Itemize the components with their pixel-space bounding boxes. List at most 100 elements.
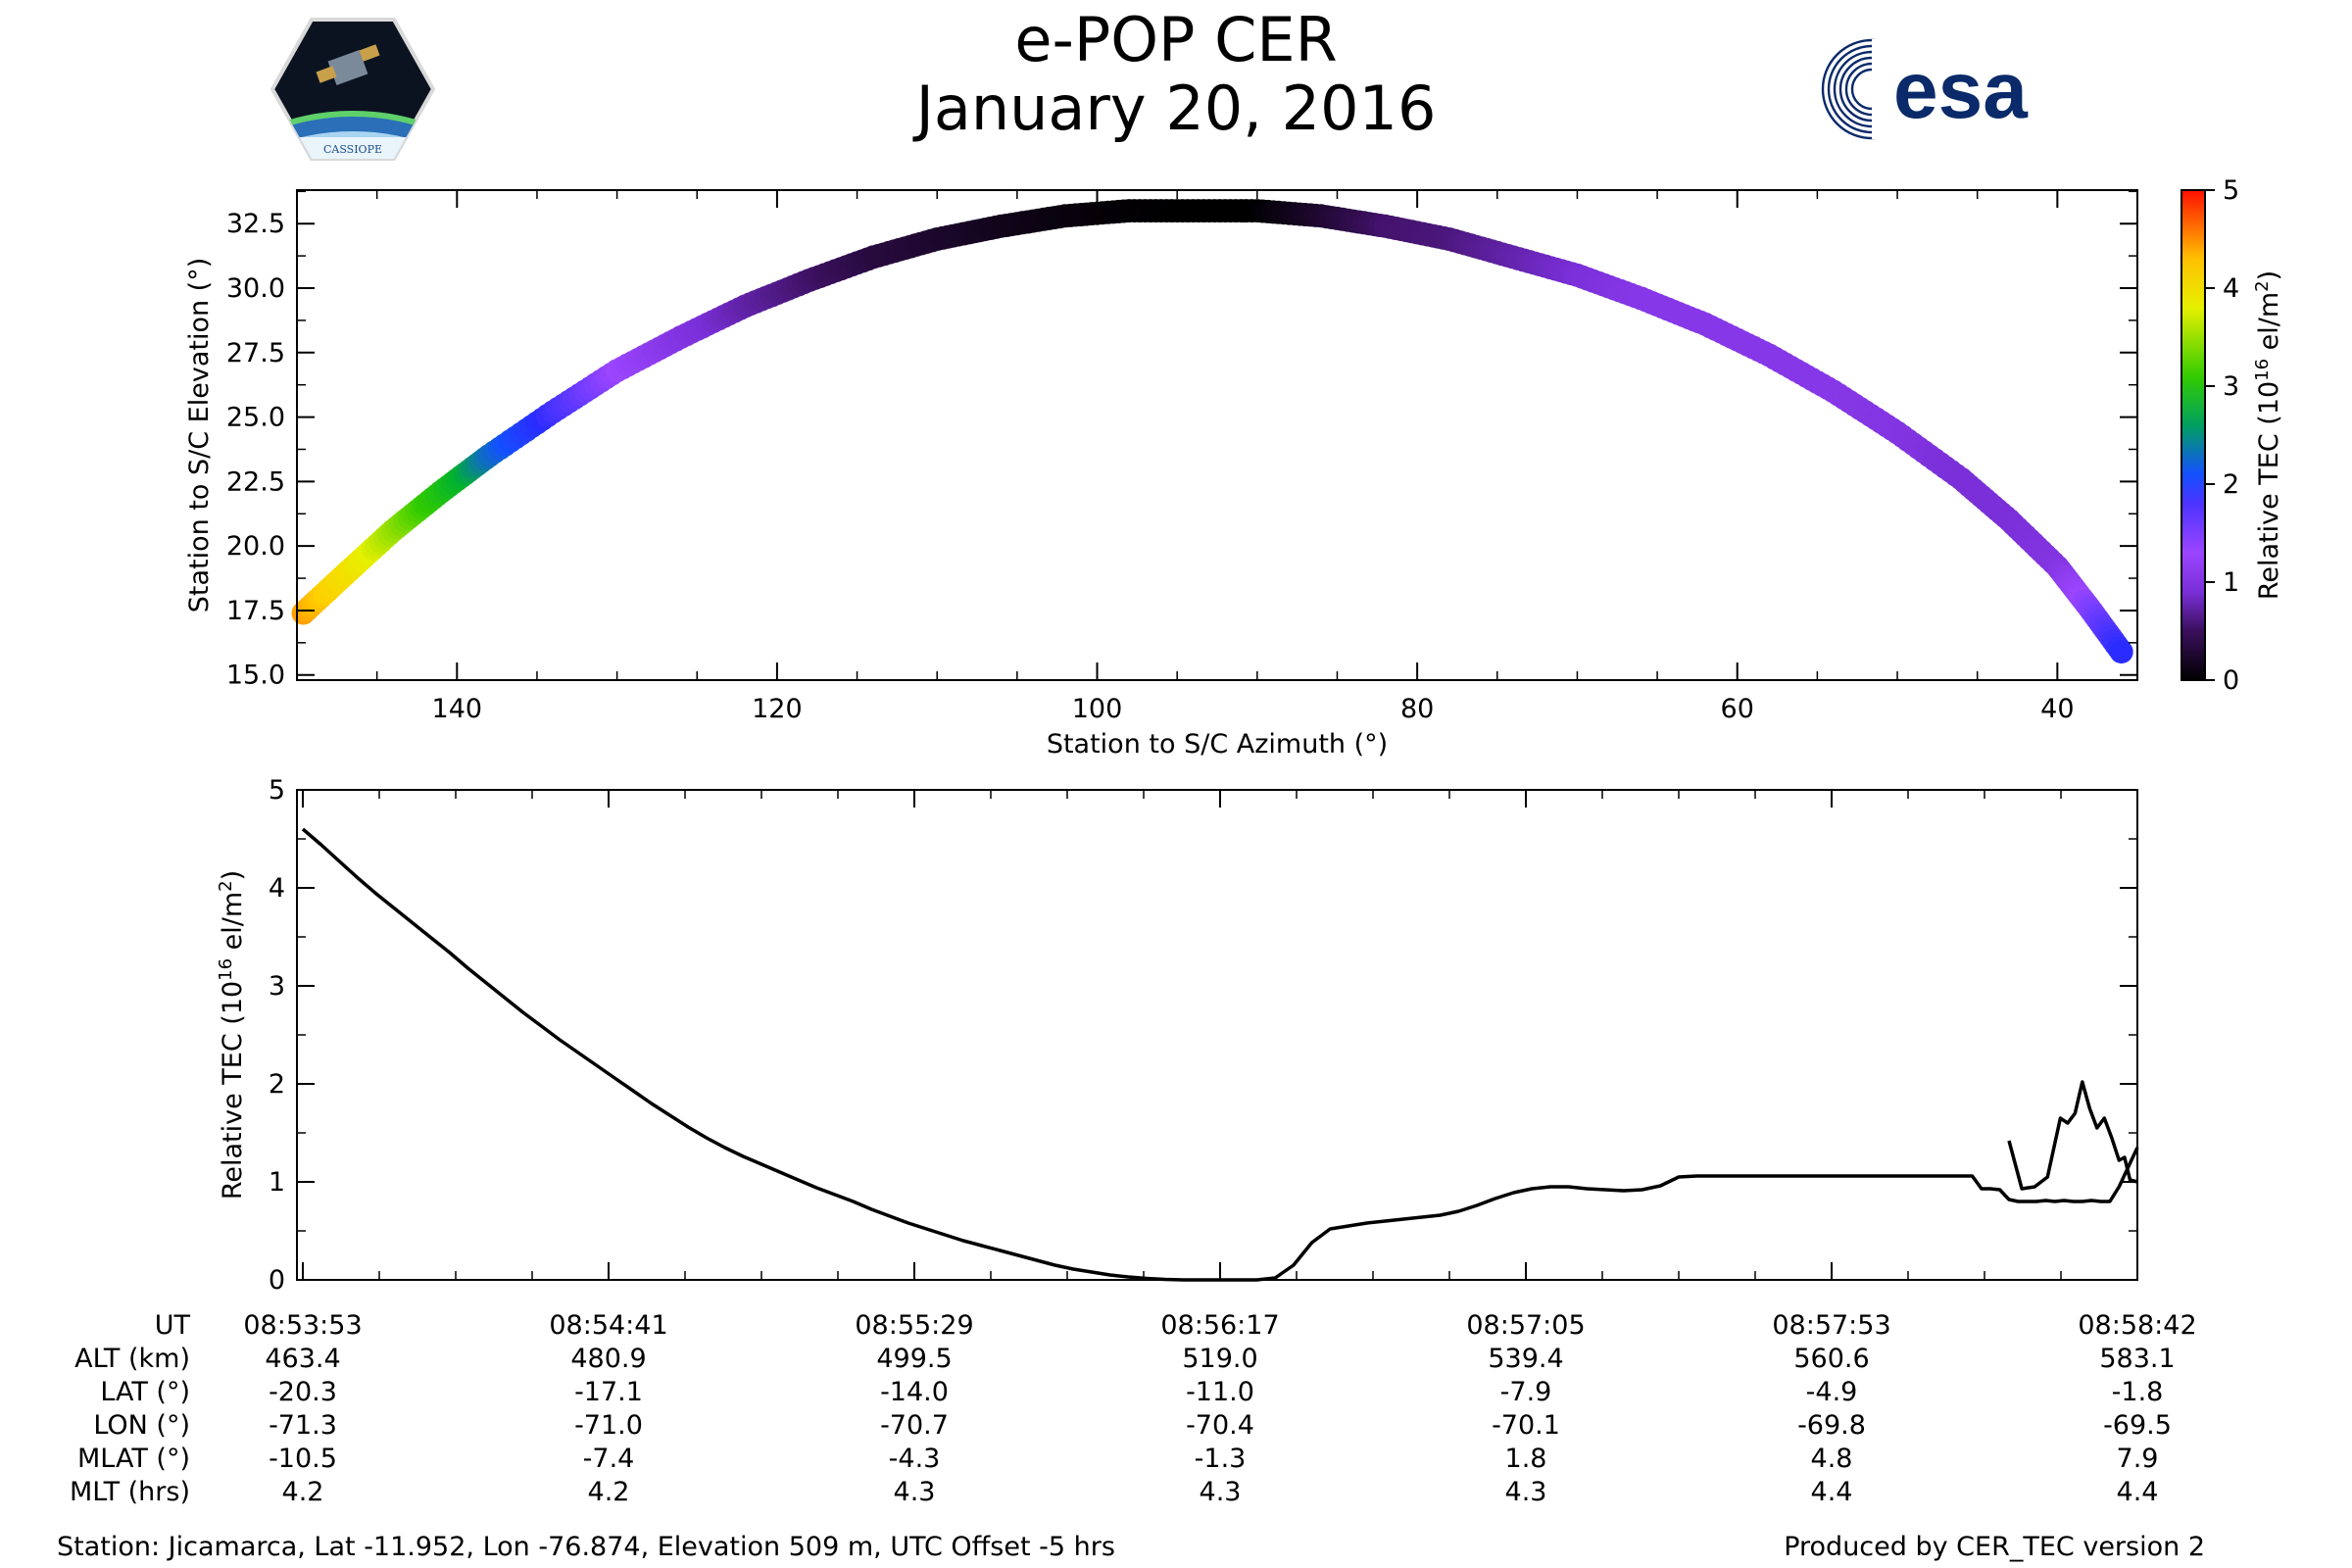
table-cell: -69.8: [1797, 1410, 1866, 1441]
table-row-label: ALT (km): [74, 1344, 190, 1374]
colorbar-tick-label: 4: [2223, 273, 2239, 304]
figure-date: January 20, 2016: [915, 73, 1437, 144]
table-cell: -1.8: [2111, 1377, 2164, 1407]
table-cell: -70.7: [880, 1410, 949, 1441]
esa-logo-text: esa: [1893, 46, 2029, 135]
ut-time-label: 08:56:17: [1160, 1310, 1280, 1341]
ut-time-label: 08:57:53: [1772, 1310, 1891, 1341]
table-cell: 4.3: [893, 1477, 936, 1507]
y-tick-label: 27.5: [226, 338, 285, 368]
tec-y-label-sup: 16: [216, 958, 236, 981]
y-axis-label: Station to S/C Elevation (°): [184, 258, 215, 613]
table-cell: -71.0: [574, 1410, 643, 1441]
ut-time-label: 08:58:42: [2078, 1310, 2197, 1341]
esa-logo: esa: [1821, 38, 2029, 140]
ut-time-label: 08:54:41: [549, 1310, 668, 1341]
tec-y-label-sup: 2: [216, 880, 236, 891]
tec-line: [301, 827, 2139, 1282]
table-cell: 480.9: [570, 1344, 647, 1374]
tec-y-tick-label: 4: [269, 873, 285, 904]
table-cell: -70.1: [1492, 1410, 1560, 1441]
x-tick-label: 40: [2040, 694, 2074, 724]
tec-y-tick-label: 0: [269, 1265, 285, 1296]
table-cell: -17.1: [574, 1377, 643, 1407]
y-tick-label: 17.5: [226, 596, 285, 626]
y-tick-label: 22.5: [226, 466, 285, 497]
tec-line-tail: [2007, 1080, 2138, 1191]
x-tick-label: 100: [1072, 694, 1123, 724]
colorbar-tick-label: 3: [2223, 371, 2239, 402]
table-row-label: MLAT (°): [77, 1444, 190, 1474]
ut-time-label: 08:55:29: [855, 1310, 974, 1341]
table-cell: 4.2: [587, 1477, 630, 1507]
table-cell: -71.3: [269, 1410, 337, 1441]
table-cell: -69.5: [2103, 1410, 2172, 1441]
table-cell: 4.2: [281, 1477, 324, 1507]
y-tick-label: 15.0: [226, 661, 285, 691]
table-cell: -1.3: [1194, 1444, 1247, 1474]
table-cell: 4.3: [1199, 1477, 1242, 1507]
table-cell: 7.9: [2116, 1444, 2159, 1474]
tec-y-label-part: ): [218, 870, 248, 881]
colorbar-label-part: ): [2254, 270, 2284, 281]
y-tick-label: 25.0: [226, 403, 285, 433]
table-row-label: LON (°): [93, 1410, 190, 1441]
tec-y-label-part: el/m: [218, 892, 248, 958]
top-plot-frame: [296, 189, 2138, 681]
colorbar-tick-label: 5: [2223, 175, 2239, 206]
table-cell: 560.6: [1793, 1344, 1870, 1374]
table-cell: 519.0: [1182, 1344, 1258, 1374]
tec-y-tick-label: 1: [269, 1167, 285, 1198]
tec-y-tick-label: 3: [269, 971, 285, 1002]
orbit-info-table: UT ALT (km) LAT (°) LON (°) MLAT (°) MLT (hrs…: [0, 1309, 2352, 1525]
table-row-label: UT: [154, 1310, 190, 1341]
colorbar-tick-label: 0: [2223, 665, 2239, 696]
y-tick-label: 30.0: [226, 273, 285, 304]
cassiope-logo-text: CASSIOPE: [323, 143, 382, 156]
colorbar-label-part: el/m: [2254, 292, 2284, 359]
table-cell: 463.4: [265, 1344, 341, 1374]
table-row-label: MLT (hrs): [69, 1477, 190, 1507]
table-cell: 1.8: [1504, 1444, 1547, 1474]
x-tick-label: 140: [432, 694, 483, 724]
x-tick-label: 120: [752, 694, 803, 724]
x-tick-label: 80: [1400, 694, 1434, 724]
table-cell: -4.3: [888, 1444, 941, 1474]
colorbar-label-sup: 2: [2252, 280, 2273, 291]
tec-y-tick-label: 5: [269, 775, 285, 806]
x-axis-label: Station to S/C Azimuth (°): [1047, 729, 1388, 760]
colorbar-label-part: Relative TEC (10: [2254, 381, 2284, 600]
table-cell: -7.9: [1499, 1377, 1552, 1407]
y-tick-label: 32.5: [226, 209, 285, 239]
table-cell: -7.4: [582, 1444, 635, 1474]
tec-y-label-part: Relative TEC (10: [218, 981, 248, 1200]
trajectory-point: [2109, 640, 2133, 664]
y-tick-label: 20.0: [226, 531, 285, 562]
table-cell: -4.9: [1805, 1377, 1858, 1407]
bottom-plot-frame: [296, 789, 2138, 1281]
table-cell: 499.5: [876, 1344, 953, 1374]
table-cell: -20.3: [269, 1377, 337, 1407]
table-cell: 4.3: [1504, 1477, 1547, 1507]
producer-info: Produced by CER_TEC version 2: [1784, 1532, 2205, 1562]
table-cell: -14.0: [880, 1377, 949, 1407]
station-info: Station: Jicamarca, Lat -11.952, Lon -76…: [57, 1532, 1115, 1562]
x-tick-label: 60: [1721, 694, 1754, 724]
tec-y-tick-label: 2: [269, 1069, 285, 1100]
colorbar-tick-label: 2: [2223, 469, 2239, 500]
colorbar-label: Relative TEC (1016 el/m2): [2252, 270, 2285, 600]
table-cell: 4.4: [2116, 1477, 2159, 1507]
table-cell: 4.8: [1810, 1444, 1853, 1474]
table-cell: 539.4: [1488, 1344, 1564, 1374]
ut-time-label: 08:53:53: [243, 1310, 363, 1341]
tec-y-axis-label: Relative TEC (1016 el/m2): [216, 870, 249, 1200]
table-cell: -10.5: [269, 1444, 337, 1474]
table-row-label: LAT (°): [100, 1377, 190, 1407]
cassiope-logo: CASSIOPE: [270, 18, 435, 161]
table-cell: -70.4: [1186, 1410, 1254, 1441]
ut-time-label: 08:57:05: [1466, 1310, 1586, 1341]
